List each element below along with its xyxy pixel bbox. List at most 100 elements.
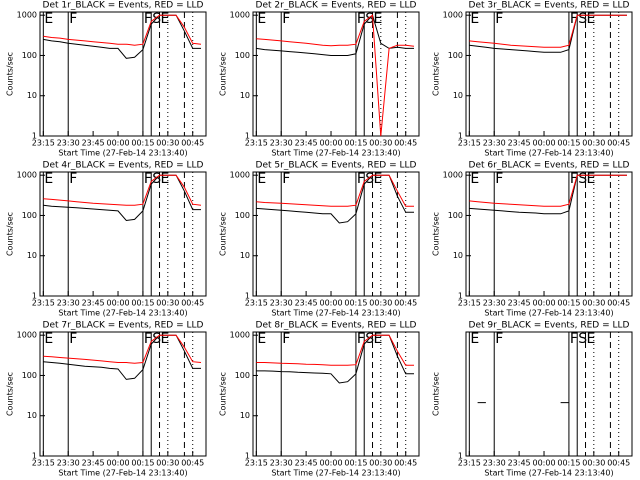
x-tick-label: 23:45 bbox=[82, 139, 105, 148]
x-tick-label: 00:15 bbox=[557, 299, 580, 308]
marker-label: E bbox=[161, 331, 170, 347]
marker-label: E bbox=[374, 171, 383, 187]
x-tick-label: 00:45 bbox=[607, 299, 630, 308]
y-axis-label: Counts/sec bbox=[432, 372, 441, 416]
y-tick-label: 1000 bbox=[17, 331, 37, 340]
y-tick-label: 100 bbox=[22, 211, 37, 220]
x-tick-label: 00:00 bbox=[532, 139, 555, 148]
x-tick-label: 00:45 bbox=[607, 139, 630, 148]
plot-frame bbox=[39, 11, 207, 137]
x-tick-label: 00:00 bbox=[319, 299, 342, 308]
plot-frame bbox=[465, 171, 633, 297]
y-tick-label: 100 bbox=[448, 51, 463, 60]
x-tick-label: 00:00 bbox=[319, 459, 342, 468]
y-tick-label: 1 bbox=[32, 132, 37, 141]
marker-label: F bbox=[144, 171, 152, 187]
marker-label: E bbox=[587, 331, 596, 347]
panel: Det 1r_BLACK = Events, RED = LLD Counts/s… bbox=[6, 1, 207, 158]
x-tick-label: 23:45 bbox=[295, 299, 318, 308]
marker-label: S bbox=[578, 331, 587, 347]
panel: Det 5r_BLACK = Events, RED = LLD Counts/s… bbox=[219, 161, 420, 318]
x-tick-label: 00:15 bbox=[344, 299, 367, 308]
x-tick-label: 23:45 bbox=[508, 299, 531, 308]
panel: Det 9r_BLACK = Events, RED = LLD Counts/s… bbox=[432, 321, 633, 478]
marker-label: F bbox=[495, 171, 503, 187]
marker-label: S bbox=[365, 171, 374, 187]
y-tick-label: 1000 bbox=[230, 171, 250, 180]
series-line bbox=[256, 174, 414, 224]
x-tick-label: 23:30 bbox=[270, 299, 293, 308]
x-tick-label: 23:15 bbox=[245, 299, 268, 308]
plot-frame bbox=[39, 171, 207, 297]
x-tick-label: 23:30 bbox=[483, 459, 506, 468]
x-tick-label: 00:45 bbox=[394, 299, 417, 308]
marker-label: E bbox=[257, 11, 266, 27]
x-tick-label: 00:15 bbox=[131, 459, 154, 468]
y-tick-label: 1 bbox=[458, 452, 463, 461]
marker-label: E bbox=[44, 331, 53, 347]
x-tick-label: 23:15 bbox=[32, 459, 55, 468]
x-axis-label: Start Time (27-Feb-14 23:13:40) bbox=[484, 309, 613, 318]
x-axis-label: Start Time (27-Feb-14 23:13:40) bbox=[271, 149, 400, 158]
y-tick-label: 1 bbox=[458, 132, 463, 141]
x-tick-label: 00:30 bbox=[582, 139, 605, 148]
series-line bbox=[256, 174, 414, 207]
x-tick-label: 00:30 bbox=[156, 459, 179, 468]
series-line bbox=[256, 334, 414, 384]
marker-label: E bbox=[257, 171, 266, 187]
x-axis-label: Start Time (27-Feb-14 23:13:40) bbox=[484, 469, 613, 478]
x-tick-label: 00:30 bbox=[156, 299, 179, 308]
x-tick-label: 00:00 bbox=[106, 459, 129, 468]
series-line bbox=[256, 14, 415, 137]
x-tick-label: 23:30 bbox=[57, 139, 80, 148]
y-tick-label: 1 bbox=[32, 292, 37, 301]
x-tick-label: 23:15 bbox=[458, 459, 481, 468]
marker-label: F bbox=[495, 331, 503, 347]
y-tick-label: 1000 bbox=[443, 171, 463, 180]
marker-label: F bbox=[282, 171, 290, 187]
x-tick-label: 23:30 bbox=[483, 299, 506, 308]
marker-label: F bbox=[357, 331, 365, 347]
marker-label: E bbox=[44, 171, 53, 187]
plot-frame bbox=[465, 11, 633, 137]
marker-label: E bbox=[161, 11, 170, 27]
y-tick-label: 1 bbox=[458, 292, 463, 301]
x-tick-label: 23:45 bbox=[295, 459, 318, 468]
x-tick-label: 23:15 bbox=[458, 139, 481, 148]
x-tick-label: 23:45 bbox=[508, 459, 531, 468]
marker-label: F bbox=[144, 331, 152, 347]
chart-title: Det 5r_BLACK = Events, RED = LLD bbox=[256, 161, 417, 171]
chart-title: Det 8r_BLACK = Events, RED = LLD bbox=[256, 321, 417, 331]
x-tick-label: 00:15 bbox=[344, 459, 367, 468]
chart-title: Det 2r_BLACK = Events, RED = LLD bbox=[256, 1, 417, 11]
y-tick-label: 10 bbox=[240, 91, 250, 100]
x-tick-label: 23:15 bbox=[245, 459, 268, 468]
marker-label: E bbox=[257, 331, 266, 347]
series-line bbox=[43, 334, 201, 380]
plot-frame bbox=[39, 331, 207, 457]
plot-frame bbox=[252, 331, 420, 457]
x-tick-label: 00:45 bbox=[607, 459, 630, 468]
marker-label: E bbox=[374, 11, 383, 27]
chart-title: Det 1r_BLACK = Events, RED = LLD bbox=[43, 1, 204, 11]
y-tick-label: 1000 bbox=[230, 331, 250, 340]
x-tick-label: 00:15 bbox=[131, 299, 154, 308]
marker-label: E bbox=[161, 171, 170, 187]
chart-title: Det 9r_BLACK = Events, RED = LLD bbox=[469, 321, 630, 331]
x-tick-label: 00:45 bbox=[181, 139, 204, 148]
marker-label: F bbox=[69, 171, 77, 187]
marker-label: F bbox=[570, 331, 578, 347]
marker-label: F bbox=[357, 11, 365, 27]
y-tick-label: 10 bbox=[27, 251, 37, 260]
x-axis-label: Start Time (27-Feb-14 23:13:40) bbox=[271, 469, 400, 478]
marker-label: F bbox=[282, 331, 290, 347]
chart-title: Det 3r_BLACK = Events, RED = LLD bbox=[469, 1, 630, 11]
y-tick-label: 100 bbox=[235, 211, 250, 220]
x-tick-label: 00:00 bbox=[532, 299, 555, 308]
series-line bbox=[43, 174, 201, 222]
y-axis-label: Counts/sec bbox=[6, 372, 15, 416]
y-axis-label: Counts/sec bbox=[6, 212, 15, 256]
marker-label: F bbox=[69, 11, 77, 27]
x-tick-label: 23:15 bbox=[32, 299, 55, 308]
